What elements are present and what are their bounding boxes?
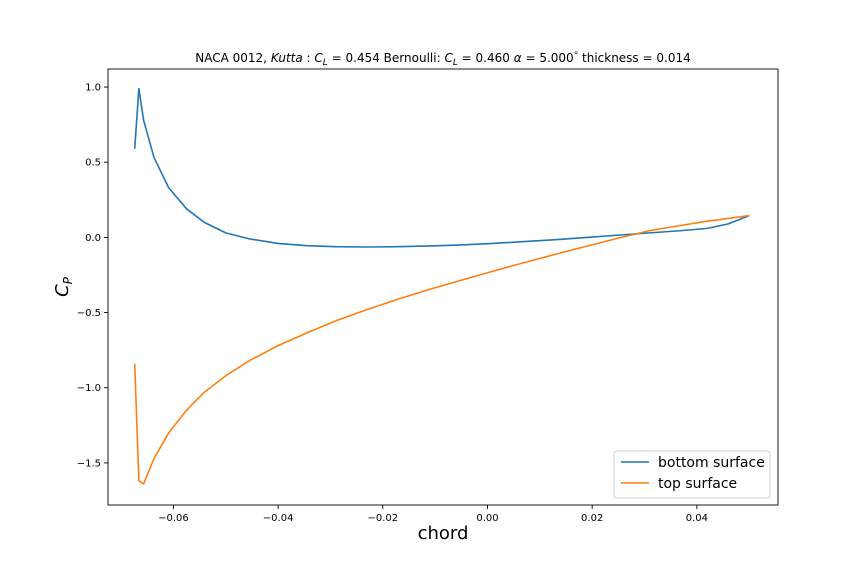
y-axis-ticks: −1.5 −1.0 −0.5 0.0 0.5 1.0	[77, 83, 108, 469]
legend-label-top-surface: top surface	[658, 476, 737, 492]
plot-frame	[107, 68, 779, 506]
x-tick-label: 0.02	[581, 513, 603, 524]
series-line-top-surface	[133, 214, 750, 485]
y-axis-label: CP	[52, 276, 75, 297]
y-tick-label: −0.5	[77, 308, 101, 319]
series-line-bottom-surface	[133, 87, 750, 248]
chart-title: NACA 0012, Kutta : CL = 0.454 Bernoulli:…	[195, 51, 690, 68]
x-tick-label: 0.00	[476, 513, 498, 524]
y-tick-label: 1.0	[85, 83, 101, 94]
y-tick-label: −1.5	[77, 458, 101, 469]
y-tick-label: 0.5	[85, 158, 101, 169]
y-tick-label: 0.0	[85, 233, 101, 244]
x-tick-label: −0.04	[263, 513, 294, 524]
x-tick-label: −0.06	[158, 513, 189, 524]
x-axis-ticks: −0.06 −0.04 −0.02 0.00 0.02 0.04	[158, 505, 708, 524]
x-tick-label: 0.04	[686, 513, 708, 524]
legend-label-bottom-surface: bottom surface	[658, 455, 765, 471]
x-tick-label: −0.02	[367, 513, 398, 524]
legend-box	[613, 450, 771, 499]
legend: bottom surface top surface	[613, 450, 771, 499]
series-group	[133, 87, 750, 485]
x-axis-label: chord	[418, 523, 469, 544]
y-tick-label: −1.0	[77, 383, 101, 394]
